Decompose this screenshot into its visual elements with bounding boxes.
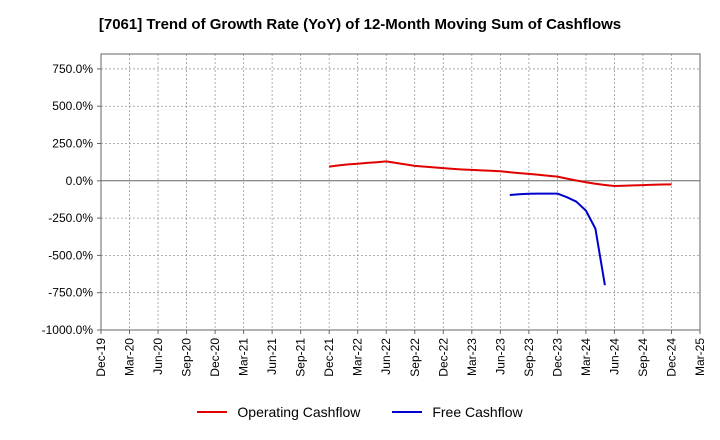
x-tick-label: Sep-21 xyxy=(294,338,308,377)
y-tick-label: 0.0% xyxy=(66,174,94,188)
chart-title: [7061] Trend of Growth Rate (YoY) of 12-… xyxy=(98,16,622,33)
x-tick-label: Mar-25 xyxy=(693,338,707,376)
x-tick-label: Jun-20 xyxy=(151,338,165,375)
x-tick-label: Jun-23 xyxy=(493,338,507,375)
x-tick-label: Dec-19 xyxy=(94,338,108,377)
legend-swatch-operating xyxy=(197,411,228,413)
x-tick-label: Dec-21 xyxy=(322,338,336,377)
y-tick-label: 750.0% xyxy=(52,62,93,76)
legend-label-free: Free Cashflow xyxy=(432,404,523,420)
x-tick-label: Dec-20 xyxy=(208,338,222,377)
y-tick-label: -500.0% xyxy=(48,248,93,262)
x-tick-label: Mar-24 xyxy=(579,338,593,376)
x-tick-label: Dec-22 xyxy=(436,338,450,377)
x-tick-label: Jun-22 xyxy=(379,338,393,375)
series-operating-cashflow xyxy=(329,160,672,187)
legend-label-operating: Operating Cashflow xyxy=(237,404,361,420)
plot-area xyxy=(101,54,700,330)
y-tick-label: 250.0% xyxy=(52,137,93,151)
x-tick-label: Mar-23 xyxy=(465,338,479,376)
plot-frame xyxy=(100,53,701,331)
x-tick-label: Dec-23 xyxy=(550,338,564,377)
y-tick-label: 500.0% xyxy=(52,99,93,113)
legend-item-free: Free Cashflow xyxy=(392,404,523,420)
x-tick-label: Mar-20 xyxy=(123,338,137,376)
legend-item-operating: Operating Cashflow xyxy=(197,404,360,420)
x-tick-label: Sep-24 xyxy=(636,338,650,377)
series-free-cashflow xyxy=(509,192,606,286)
y-tick-label: -750.0% xyxy=(48,286,93,300)
legend-swatch-free xyxy=(392,411,423,413)
y-tick-label: -1000.0% xyxy=(42,323,94,337)
x-tick-label: Dec-24 xyxy=(664,338,678,377)
x-tick-label: Sep-20 xyxy=(180,338,194,377)
legend: Operating Cashflow Free Cashflow xyxy=(0,404,720,420)
x-tick-label: Jun-21 xyxy=(265,338,279,375)
y-tick-label: -250.0% xyxy=(48,211,93,225)
x-tick-label: Mar-22 xyxy=(351,338,365,376)
x-tick-label: Jun-24 xyxy=(607,338,621,375)
x-tick-label: Mar-21 xyxy=(237,338,251,376)
x-tick-label: Sep-22 xyxy=(408,338,422,377)
x-tick-label: Sep-23 xyxy=(522,338,536,377)
